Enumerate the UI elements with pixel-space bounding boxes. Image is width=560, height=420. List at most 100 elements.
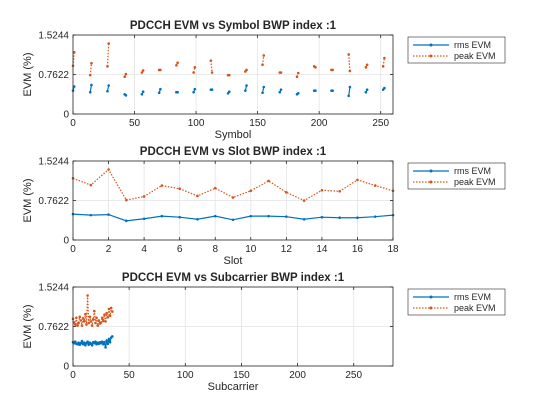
data-point [103,313,106,316]
x-tick-label: 250 [372,118,389,129]
data-point [81,317,85,320]
x-axis-label: Symbol [215,129,252,141]
data-point [192,90,195,94]
data-point [160,184,164,187]
data-point [89,213,93,217]
series-rms-evm [71,83,386,98]
chart-title: PDCCH EVM vs Subcarrier BWP index :1 [122,272,345,284]
data-point [178,215,181,219]
data-point [93,309,96,313]
data-point [373,184,377,187]
data-point [383,56,386,60]
x-tick-label: 18 [387,244,399,255]
chart-title: PDCCH EVM vs Slot BWP index :1 [140,146,327,158]
data-point [159,68,162,72]
y-axis-label: EVM (%) [22,305,34,349]
series-line [106,43,110,67]
data-point [193,87,197,91]
data-point [356,216,359,220]
legend-marker [429,43,433,47]
data-point [178,187,181,190]
x-tick-label: 50 [129,118,141,129]
y-tick-label: 0 [63,236,69,247]
data-point [285,191,288,194]
data-point [80,324,84,327]
data-point [176,90,179,94]
data-point [86,340,89,343]
data-point [175,63,178,67]
x-tick-label: 100 [188,118,205,129]
data-point [267,214,270,218]
data-point [279,88,283,91]
data-point [244,89,247,92]
data-point [104,320,107,323]
data-point [90,324,94,327]
data-point [104,346,107,349]
data-point [105,339,108,342]
data-point [94,321,97,325]
data-point [262,54,266,57]
legend-label-rms: rms EVM [454,40,491,50]
subplot-3: 0 50 100 150 200 250 0 0.7622 1.5244 PDCCH EVM vs… [22,272,506,393]
data-point [91,318,95,321]
x-tick-label: 250 [345,370,362,381]
y-tick-label: 1.5244 [38,283,69,294]
data-point [82,320,86,323]
data-point [141,90,145,94]
data-point [75,316,78,320]
data-point [102,342,105,346]
data-point [109,306,113,310]
data-point [347,94,350,98]
legend-label-peak: peak EVM [454,51,496,61]
data-point [285,215,288,218]
series-line [210,60,213,73]
x-tick-label: 150 [233,370,250,381]
data-point [103,340,106,344]
data-point [141,69,145,72]
legend-marker [429,180,433,184]
data-point [338,216,341,220]
legend-label-rms: rms EVM [454,292,491,302]
data-point [364,90,368,94]
series-peak-evm [71,168,395,202]
data-point [160,214,164,218]
data-point [107,84,110,87]
data-point [159,87,162,91]
data-point [77,341,80,344]
data-point [89,320,93,323]
data-point [279,71,283,74]
series-rms-evm [71,212,395,223]
data-point [245,84,248,87]
data-point [72,85,76,88]
data-point [124,94,128,97]
data-point [262,85,266,89]
data-point [85,323,88,326]
subplot-1: 0 50 100 150 200 250 0 0.7622 1.5244 PDCCH EVM vs… [22,20,506,141]
x-tick-label: 16 [352,244,364,255]
y-tick-label: 0 [63,110,69,121]
data-point [90,83,93,87]
data-point [302,199,306,202]
data-point [87,321,91,325]
data-point [107,307,111,311]
y-tick-label: 0.7622 [38,70,69,81]
data-point [348,69,352,73]
chart-title: PDCCH EVM vs Symbol BWP index :1 [130,20,337,32]
data-point [140,71,144,74]
data-point [123,75,126,78]
data-point [124,72,128,76]
data-point [84,343,87,347]
data-point [86,294,89,297]
y-tick-label: 0 [63,362,69,373]
data-point [296,91,300,95]
data-point [73,323,77,326]
data-point [82,341,86,344]
data-point [228,73,231,77]
data-point [76,324,79,327]
x-tick-label: 14 [316,244,328,255]
data-point [90,343,94,347]
series-line [72,52,75,66]
data-point [107,337,111,341]
data-point [347,53,350,56]
